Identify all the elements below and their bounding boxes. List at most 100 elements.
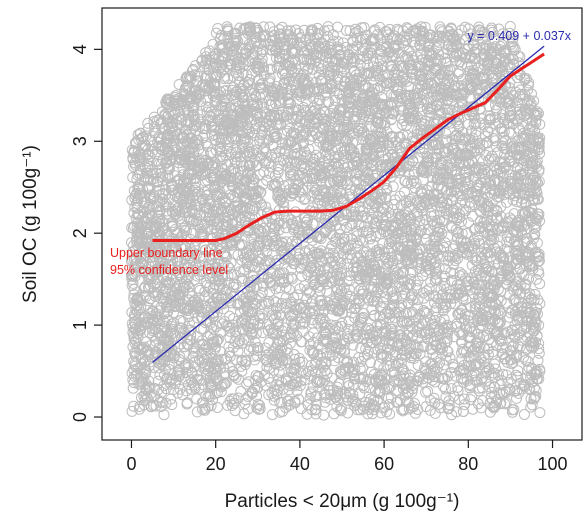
data-point	[248, 238, 260, 250]
data-point	[258, 70, 270, 82]
data-point	[294, 191, 306, 203]
data-point	[275, 119, 287, 131]
data-point	[267, 82, 279, 94]
data-point	[171, 264, 183, 276]
data-point	[137, 352, 149, 364]
data-point	[350, 168, 362, 179]
data-point	[334, 50, 346, 62]
data-point	[406, 290, 418, 302]
data-point	[379, 308, 391, 320]
data-point	[401, 160, 413, 172]
data-point	[300, 312, 312, 324]
data-point	[504, 112, 516, 124]
data-point	[511, 392, 522, 404]
data-point	[150, 400, 162, 412]
data-point	[239, 264, 251, 276]
data-point	[248, 188, 259, 200]
data-point	[375, 48, 386, 60]
data-point	[362, 198, 374, 210]
data-point	[514, 84, 526, 96]
data-point	[371, 215, 383, 227]
data-point	[295, 150, 307, 162]
data-point	[497, 368, 509, 380]
data-point	[513, 144, 525, 156]
data-point	[318, 409, 330, 421]
data-point	[270, 44, 281, 56]
data-point	[459, 399, 470, 411]
data-point	[257, 178, 269, 190]
data-point	[332, 144, 343, 156]
data-point	[411, 207, 423, 218]
data-point	[401, 119, 412, 131]
data-point	[343, 315, 355, 327]
data-point	[459, 308, 471, 320]
data-point	[344, 188, 356, 200]
data-point	[356, 22, 368, 34]
data-point	[285, 315, 297, 327]
data-point	[168, 130, 180, 142]
data-point	[356, 122, 368, 134]
data-point	[493, 23, 505, 35]
data-point	[429, 297, 440, 309]
data-point	[311, 390, 323, 402]
data-point	[300, 216, 312, 228]
data-point	[335, 285, 347, 297]
data-point	[404, 113, 416, 125]
data-point	[293, 352, 305, 364]
data-point	[504, 27, 516, 39]
data-point	[173, 366, 185, 378]
data-point	[495, 123, 507, 135]
data-point	[399, 175, 411, 187]
data-point	[344, 25, 356, 37]
data-point	[160, 224, 171, 236]
data-point	[393, 60, 405, 72]
data-point	[417, 270, 429, 282]
data-point	[209, 157, 221, 169]
data-point	[408, 218, 420, 230]
data-point	[435, 163, 447, 175]
data-point	[272, 217, 284, 229]
data-point	[287, 235, 298, 247]
data-point	[530, 117, 542, 129]
data-point	[485, 235, 497, 247]
data-point	[268, 327, 280, 339]
data-point	[400, 53, 412, 64]
data-point	[494, 247, 505, 259]
data-point	[305, 388, 317, 400]
data-point	[396, 404, 408, 416]
data-point	[132, 209, 144, 221]
data-point	[366, 408, 378, 420]
data-point	[197, 404, 208, 415]
data-point	[395, 76, 407, 88]
data-point	[219, 101, 231, 113]
data-point	[342, 331, 353, 343]
data-point	[442, 403, 454, 415]
data-point	[448, 33, 460, 45]
data-point	[312, 27, 324, 39]
data-point	[475, 253, 487, 265]
data-point	[269, 84, 281, 96]
data-point	[426, 358, 438, 370]
data-point	[230, 279, 242, 290]
data-point	[476, 200, 487, 212]
data-point	[139, 282, 151, 294]
data-point	[189, 184, 201, 196]
data-point	[471, 359, 482, 370]
data-point	[493, 369, 504, 381]
data-point	[308, 327, 319, 339]
data-point	[534, 407, 546, 419]
data-point	[166, 179, 178, 191]
data-point	[148, 116, 160, 127]
data-point	[355, 219, 367, 231]
data-point	[432, 226, 444, 238]
data-point	[181, 397, 193, 409]
data-point	[383, 337, 395, 349]
data-point	[273, 366, 285, 378]
data-point	[372, 250, 384, 262]
data-point	[219, 251, 231, 262]
data-point	[454, 307, 466, 319]
data-point	[198, 250, 210, 262]
data-point	[339, 388, 351, 400]
data-point	[397, 129, 409, 141]
data-point	[188, 356, 200, 368]
